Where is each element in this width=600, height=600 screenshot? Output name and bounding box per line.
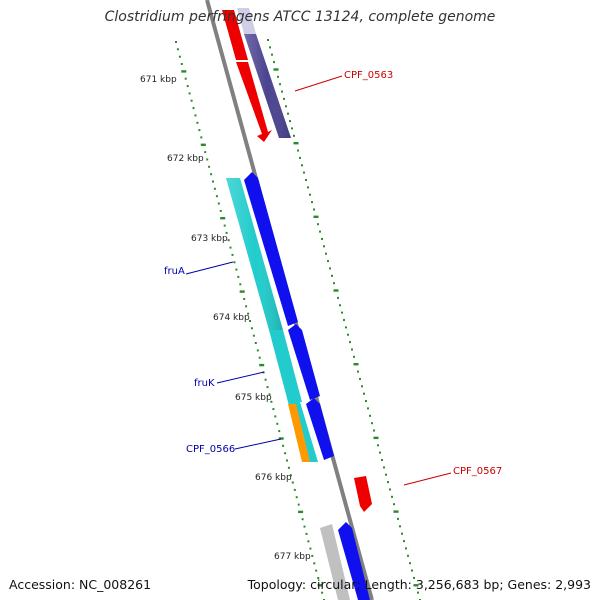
gene-feature-cpf0566[interactable] [288, 404, 310, 462]
gene-feature-grey[interactable] [320, 524, 350, 600]
map-title: Clostridium perfringens ATCC 13124, comp… [104, 9, 496, 25]
gene-label-fruA[interactable]: fruA [164, 266, 185, 277]
gene-feature-blue[interactable] [306, 398, 334, 460]
gene-feature-navy[interactable] [237, 8, 256, 34]
ruler-tick-label: 671 kbp [140, 75, 177, 85]
ruler-tick-label: 675 kbp [235, 393, 272, 403]
ruler-tick-label: 673 kbp [191, 234, 228, 244]
ruler-right [267, 39, 421, 600]
ruler-tick-label: 677 kbp [274, 552, 311, 562]
gene-label-cpf0563[interactable]: CPF_0563 [344, 70, 393, 81]
ruler-tick-label: 672 kbp [167, 154, 204, 164]
feature-track [222, 8, 372, 600]
gene-feature-fruK[interactable] [269, 330, 302, 402]
ruler-tick-label: 674 kbp [213, 313, 250, 323]
ruler-left [175, 41, 325, 600]
gene-feature-blue[interactable] [338, 522, 370, 600]
gene-label-cpf0566[interactable]: CPF_0566 [186, 444, 235, 455]
gene-label-cpf0567[interactable]: CPF_0567 [453, 466, 502, 477]
accession-label: Accession: NC_008261 [9, 577, 152, 592]
gene-label-fruK[interactable]: fruK [194, 378, 215, 389]
gene-feature-red[interactable] [222, 10, 248, 60]
ruler-tick-label: 676 kbp [255, 473, 292, 483]
gene-feature-blue[interactable] [288, 324, 320, 400]
gene-feature-cpf0567[interactable] [354, 476, 372, 512]
genome-summary: Topology: circular; Length: 3,256,683 bp… [247, 577, 591, 592]
gene-feature-red[interactable] [236, 62, 272, 142]
gene-feature-blue[interactable] [244, 172, 298, 326]
